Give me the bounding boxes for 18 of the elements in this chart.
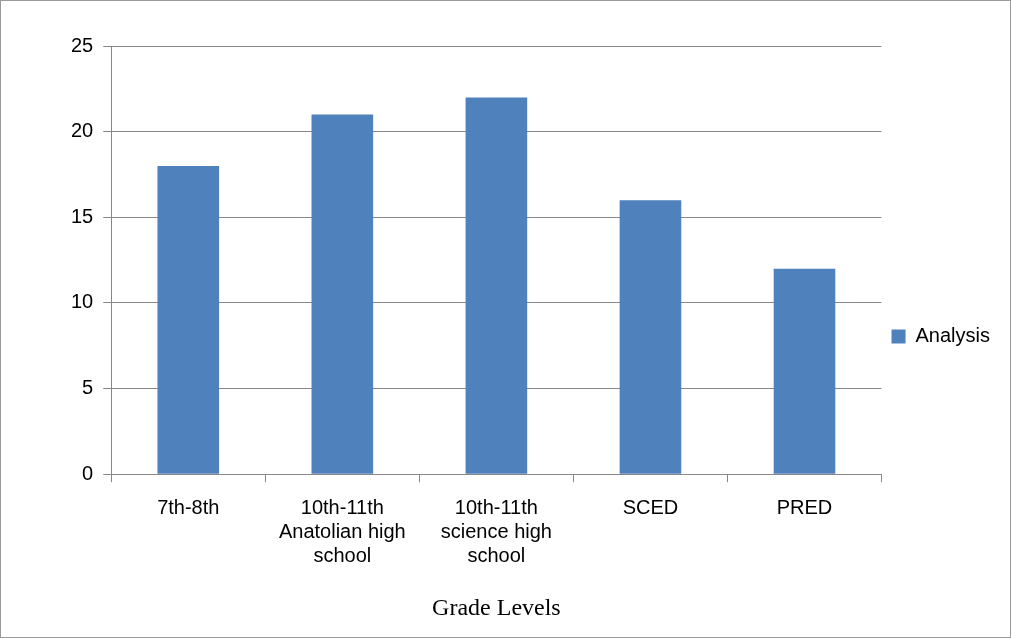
y-tick-label: 5 <box>82 376 94 399</box>
bar <box>465 97 528 474</box>
x-axis-title: Grade Levels <box>432 593 561 620</box>
x-tick-label: SCED <box>622 495 679 518</box>
y-tick-label: 15 <box>71 204 94 227</box>
x-tick-label: PRED <box>776 495 833 518</box>
legend-label: Analysis <box>915 324 991 347</box>
y-tick-label: 20 <box>71 119 94 142</box>
y-tick-label: 0 <box>82 461 94 484</box>
bar <box>157 165 220 474</box>
x-tick-label: 10th-11th Anatolian high school <box>278 495 406 566</box>
bar <box>311 114 374 474</box>
bar <box>773 268 836 474</box>
x-tick-label: 7th-8th <box>157 495 220 518</box>
y-tick-label: 25 <box>71 33 94 56</box>
y-tick-label: 10 <box>71 290 94 313</box>
x-tick-label: 10th-11th science high school <box>440 495 552 566</box>
bar <box>619 200 682 474</box>
